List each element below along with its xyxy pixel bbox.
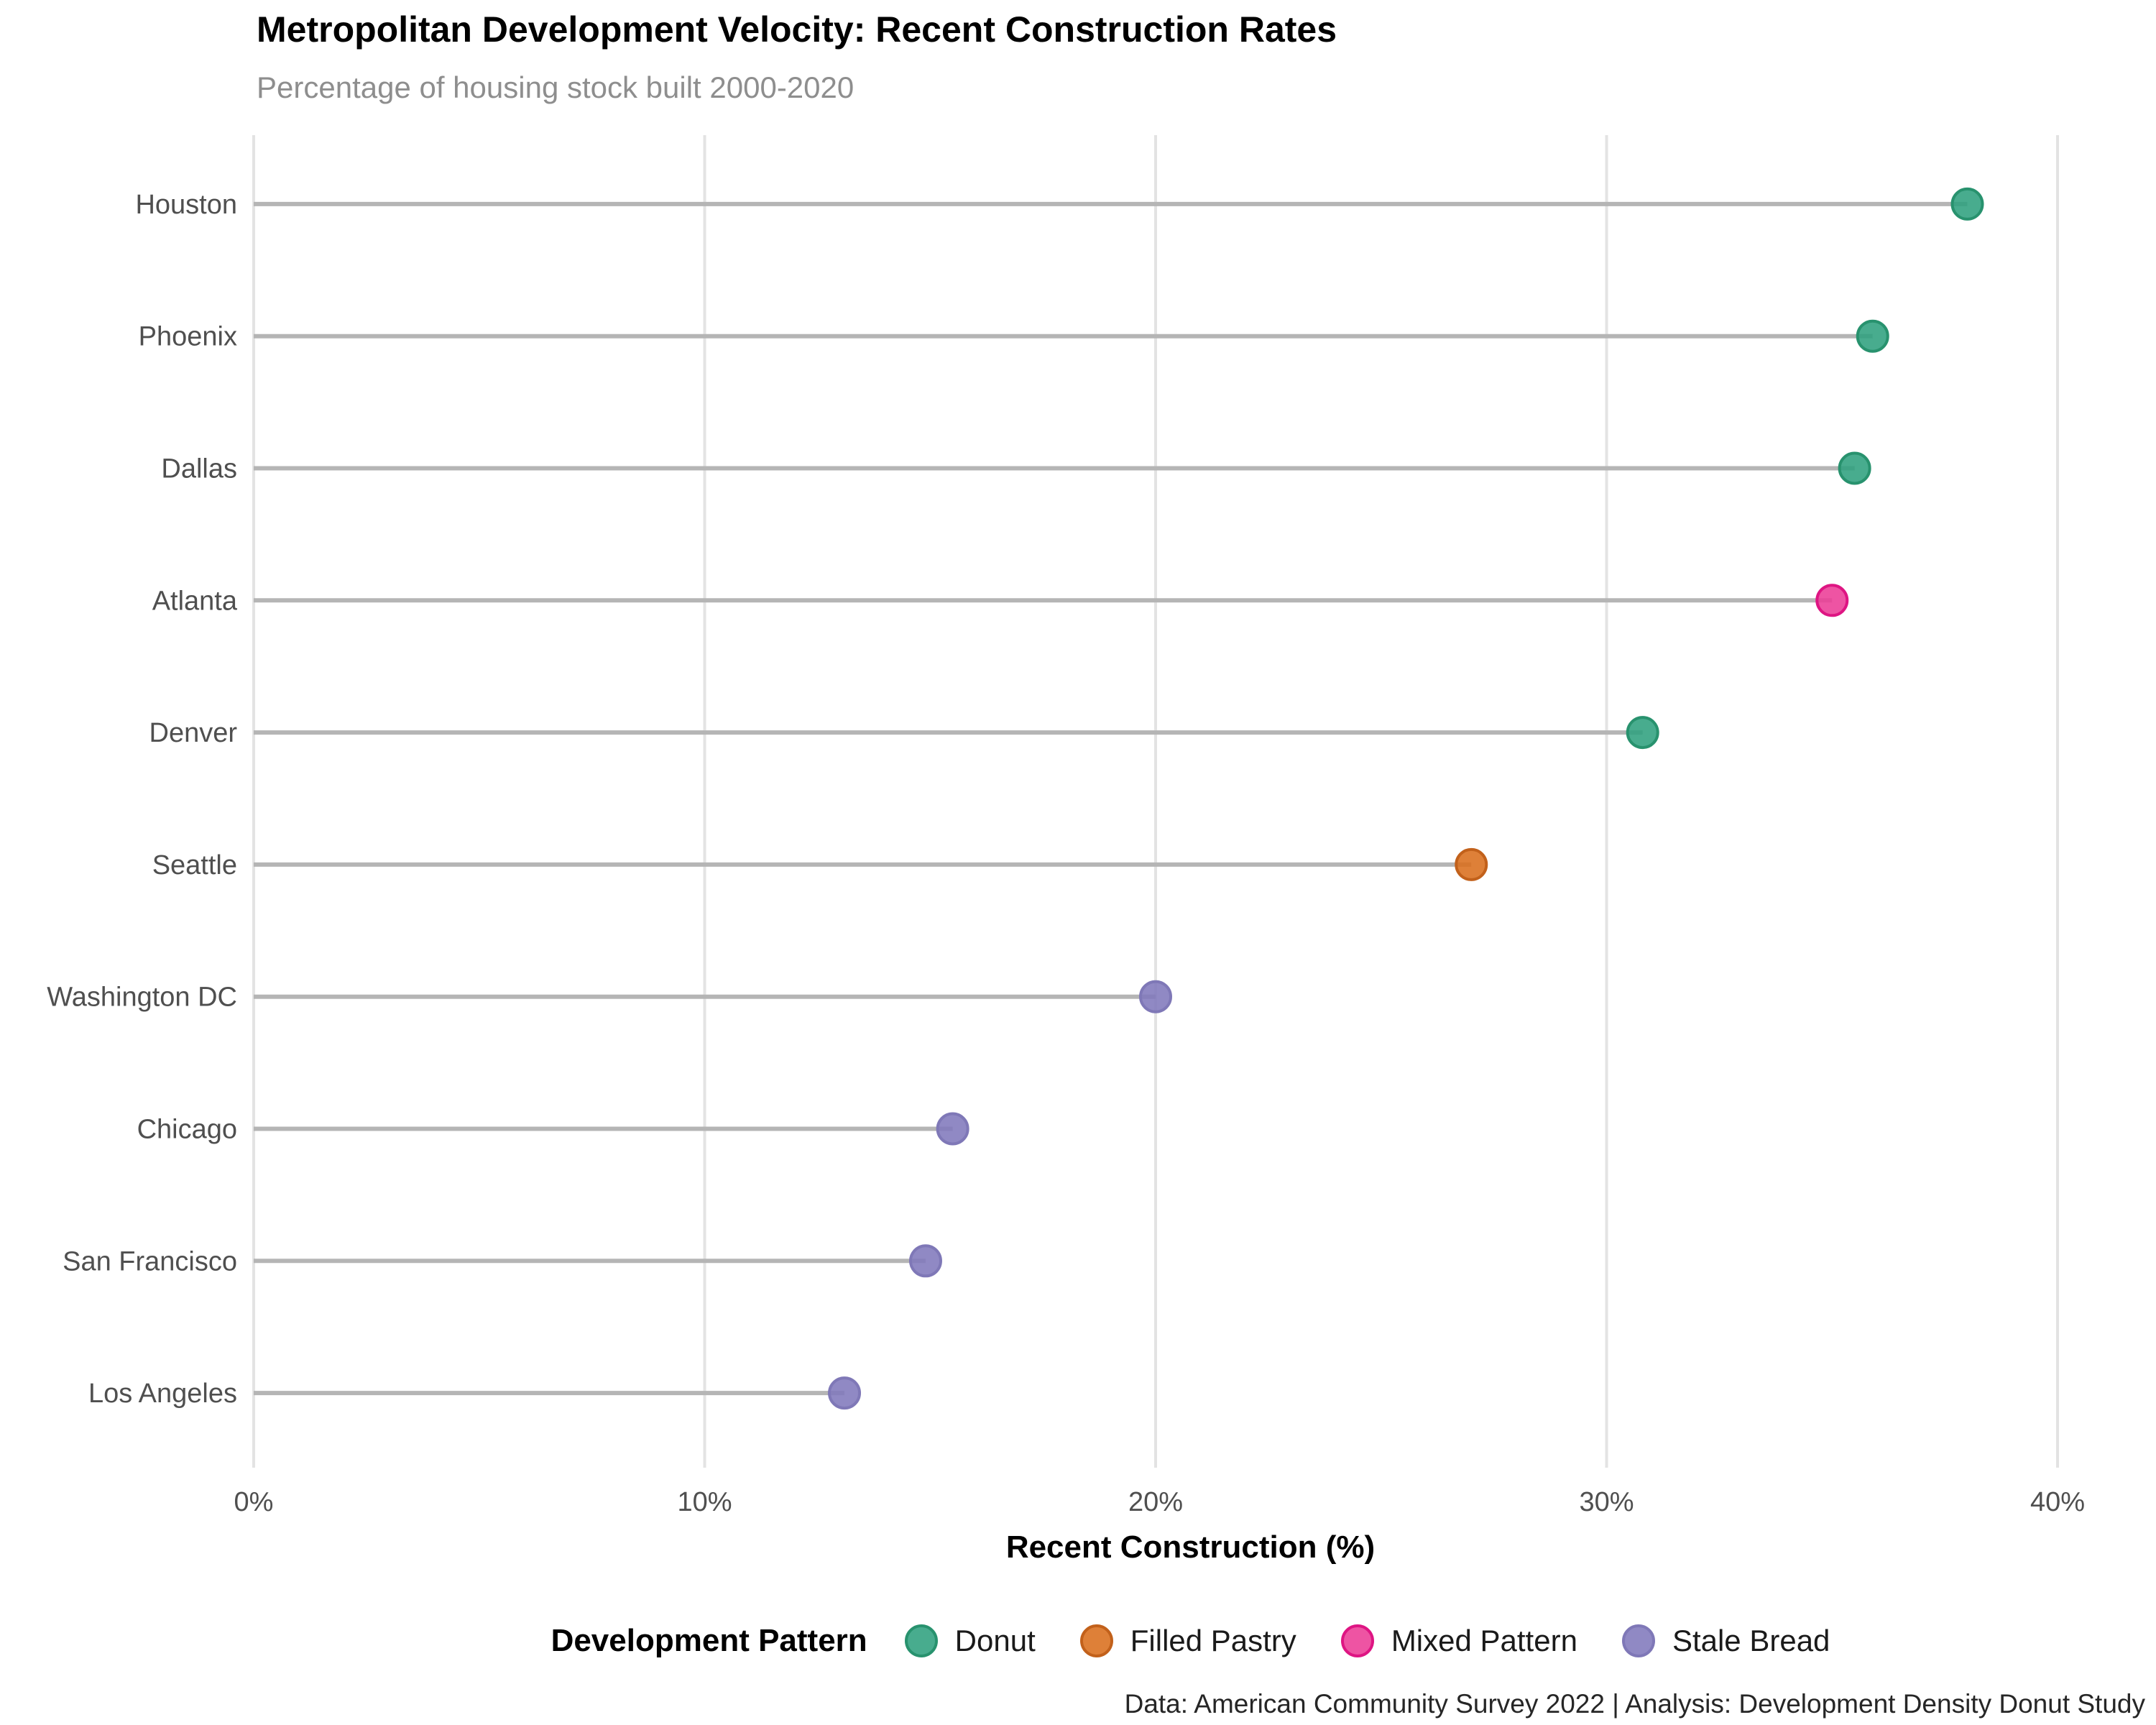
legend-title: Development Pattern xyxy=(550,1623,867,1658)
lollipop-dot-chicago xyxy=(936,1112,969,1146)
legend-label-stale-bread: Stale Bread xyxy=(1672,1624,1830,1657)
x-tick-label-20: 20% xyxy=(1128,1487,1183,1517)
legend: Development Pattern Donut Filled Pastry Mi… xyxy=(254,1623,2127,1659)
legend-item-donut: Donut xyxy=(904,1624,1036,1658)
legend-item-mixed-pattern: Mixed Pattern xyxy=(1340,1624,1577,1658)
legend-label-filled-pastry: Filled Pastry xyxy=(1130,1624,1296,1657)
y-axis-label-dallas: Dallas xyxy=(161,454,237,484)
lollipop-plot-svg: 0% 10% 20% 30% 40% Houston Phoenix Dallas Atlant… xyxy=(47,135,2085,1517)
chart-subtitle: Percentage of housing stock built 2000-2… xyxy=(257,70,854,104)
x-tick-label-30: 30% xyxy=(1579,1487,1634,1517)
y-axis-label-atlanta: Atlanta xyxy=(152,586,238,616)
legend-item-stale-bread: Stale Bread xyxy=(1621,1624,1830,1658)
y-axis-label-seattle: Seattle xyxy=(152,850,237,880)
lollipop-dot-san-francisco xyxy=(908,1244,942,1278)
legend-label-mixed-pattern: Mixed Pattern xyxy=(1391,1624,1577,1657)
lollipop-dot-dallas xyxy=(1838,451,1871,485)
x-tick-label-0: 0% xyxy=(234,1487,274,1517)
legend-dot-mixed-pattern-icon xyxy=(1340,1624,1374,1657)
y-axis-label-denver: Denver xyxy=(149,718,238,748)
y-axis-label-washington-dc: Washington DC xyxy=(47,983,237,1013)
lollipop-dot-los-angeles xyxy=(828,1376,862,1410)
legend-dot-filled-pastry-icon xyxy=(1079,1624,1113,1657)
legend-dot-stale-bread-icon xyxy=(1621,1624,1655,1657)
lollipop-dot-washington-dc xyxy=(1139,980,1172,1013)
chart-title: Metropolitan Development Velocity: Recen… xyxy=(257,9,1337,50)
lollipop-dot-houston xyxy=(1950,187,1984,221)
y-axis-label-houston: Houston xyxy=(135,190,237,220)
y-axis-label-san-francisco: San Francisco xyxy=(63,1246,237,1276)
legend-label-donut: Donut xyxy=(954,1624,1036,1657)
lollipop-dot-phoenix xyxy=(1856,319,1889,353)
y-axis-label-phoenix: Phoenix xyxy=(139,322,237,352)
x-tick-label-40: 40% xyxy=(2030,1487,2085,1517)
x-axis-title: Recent Construction (%) xyxy=(1005,1530,1376,1565)
x-tick-label-10: 10% xyxy=(677,1487,732,1517)
caption: Data: American Community Survey 2022 | A… xyxy=(1124,1689,2145,1719)
y-axis-label-los-angeles: Los Angeles xyxy=(88,1379,237,1409)
y-axis-label-chicago: Chicago xyxy=(137,1115,237,1145)
legend-dot-donut-icon xyxy=(904,1624,938,1657)
lollipop-dot-atlanta xyxy=(1815,584,1849,617)
lollipop-dot-seattle xyxy=(1455,847,1488,881)
legend-item-filled-pastry: Filled Pastry xyxy=(1079,1624,1296,1658)
legend-items: Donut Filled Pastry Mixed Pattern Stale Bre… xyxy=(904,1624,1830,1658)
lollipop-dot-denver xyxy=(1626,716,1659,750)
